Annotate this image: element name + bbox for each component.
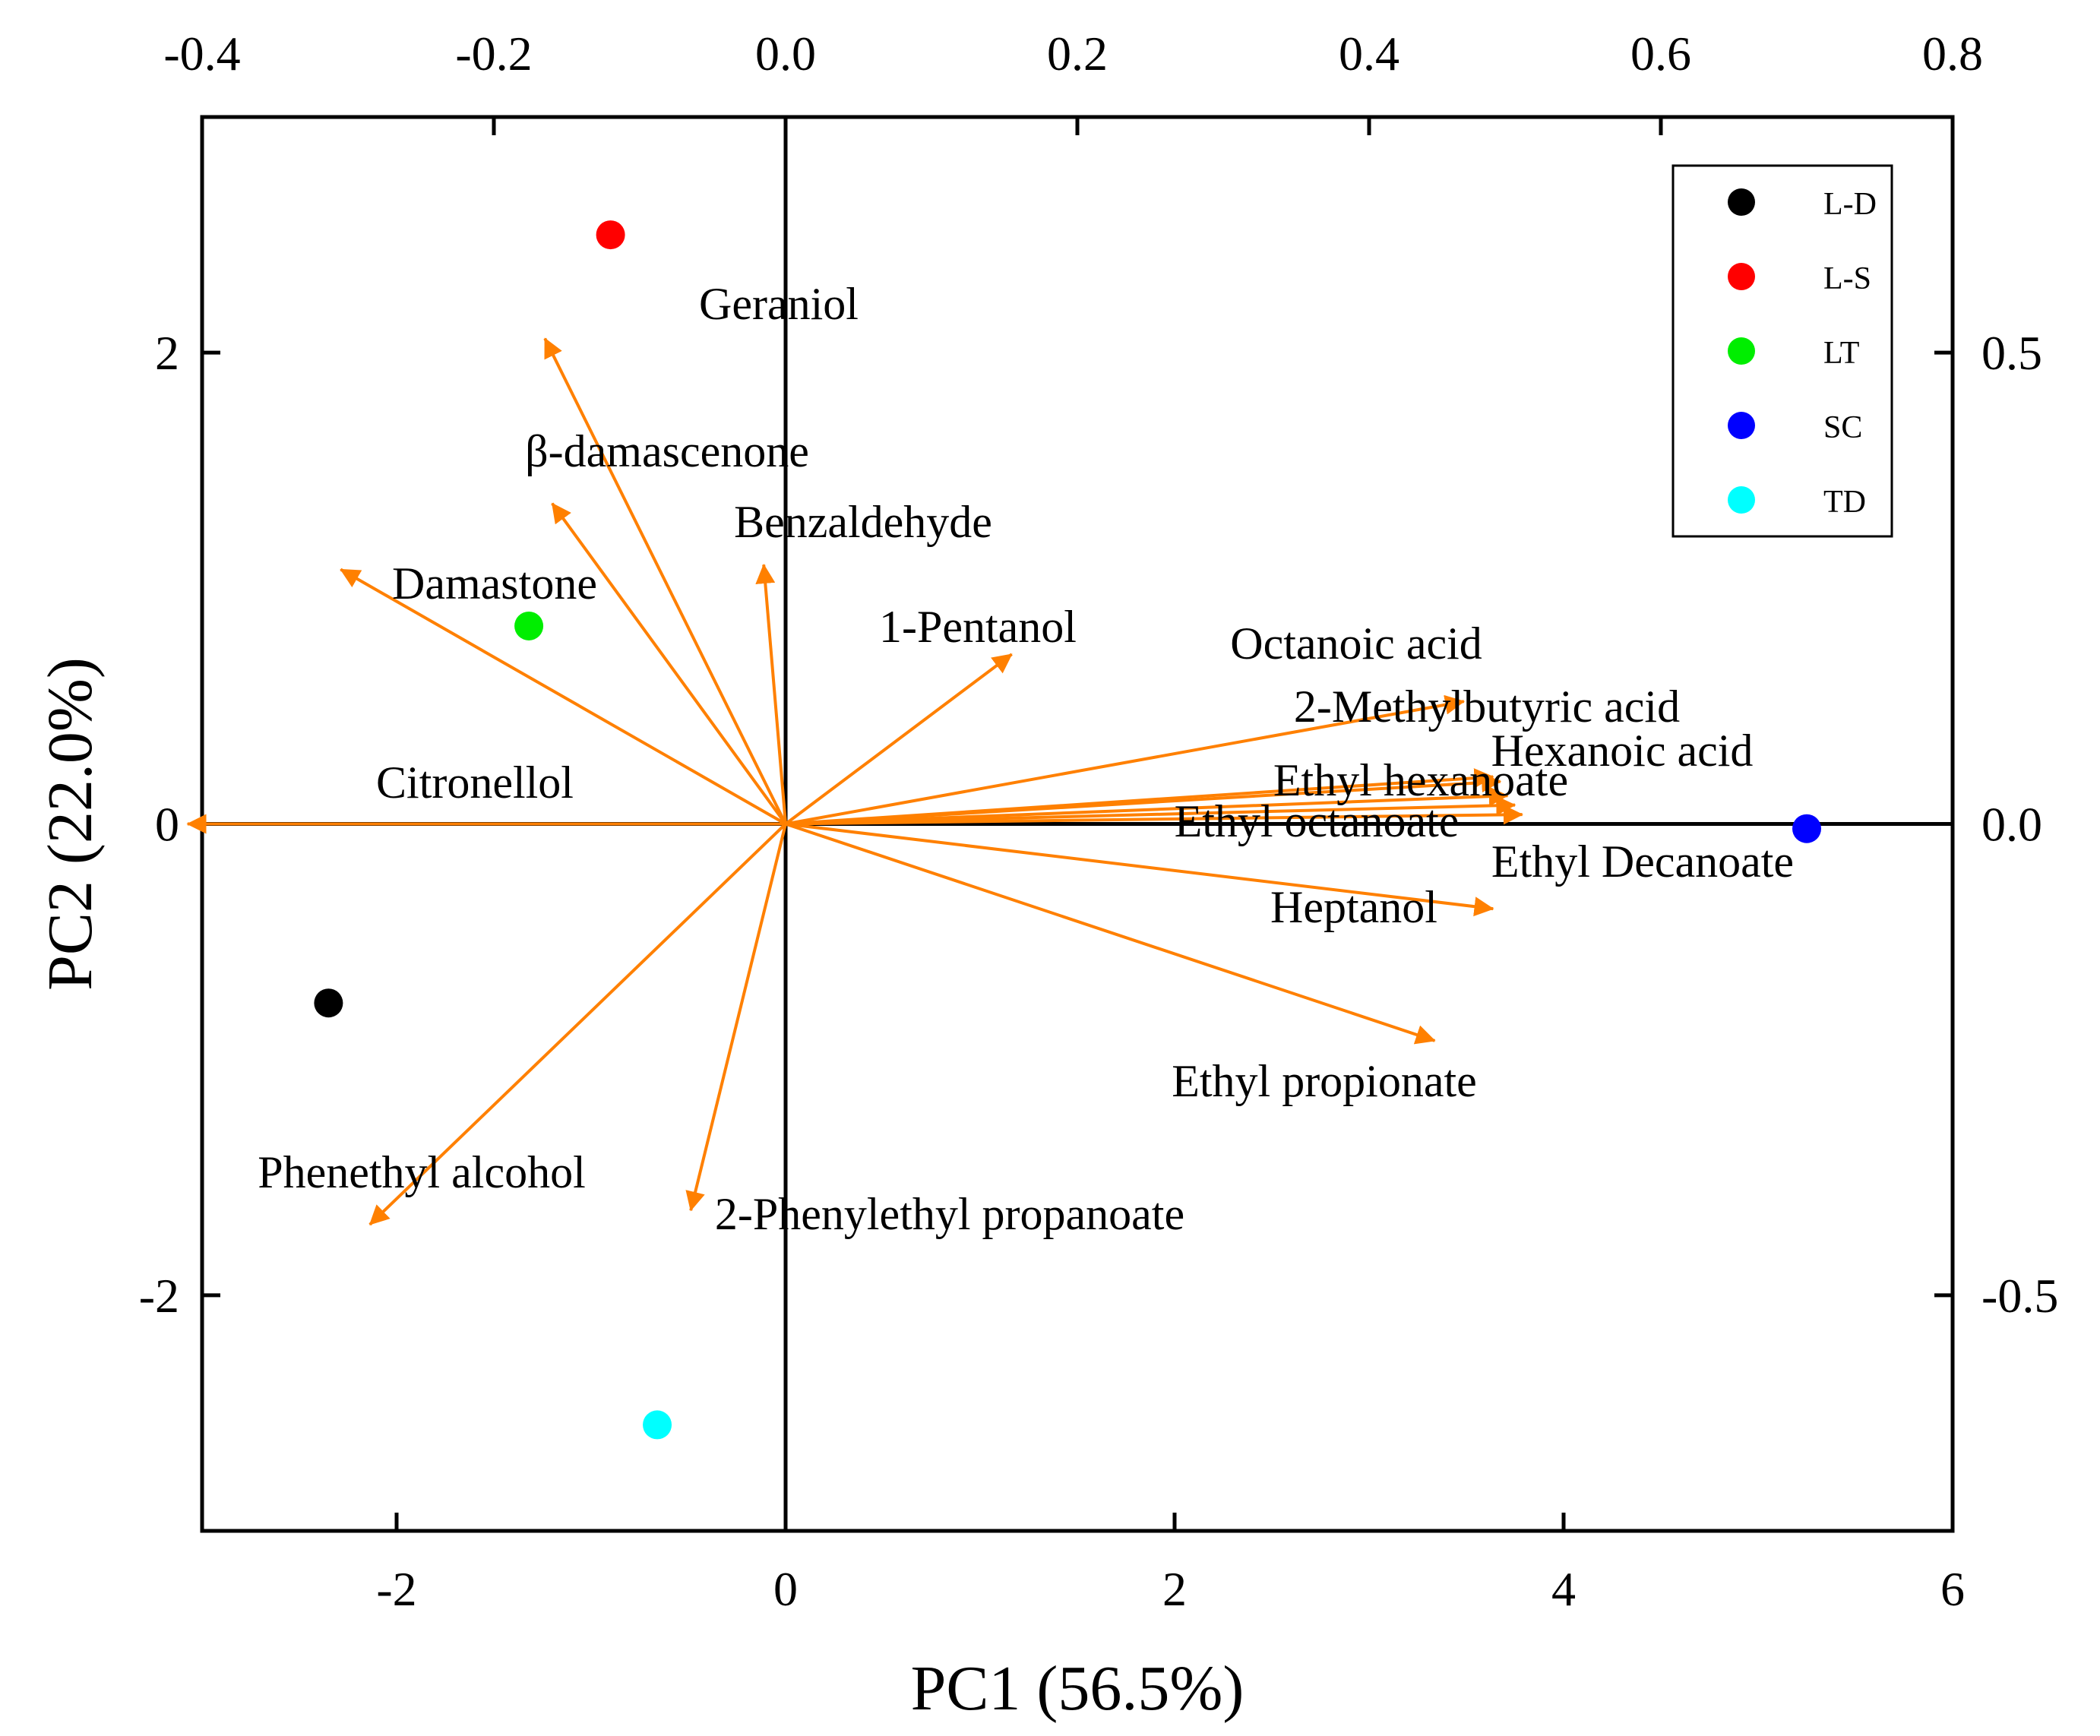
top-x-tick-label: 0.2 xyxy=(1047,27,1108,81)
loading-arrow xyxy=(551,502,787,825)
loading-label: β-damascenone xyxy=(525,426,809,476)
loading-arrow xyxy=(340,568,786,826)
score-points xyxy=(314,220,1821,1440)
top-x-tick-label: 0.0 xyxy=(755,27,816,81)
top-x-tick-label: 0.6 xyxy=(1630,27,1691,81)
loading-label: Ethyl hexanoate xyxy=(1273,755,1568,805)
legend-marker xyxy=(1728,412,1755,439)
legend-label: TD xyxy=(1823,485,1866,520)
loading-label: Ethyl propionate xyxy=(1172,1056,1477,1106)
x-tick-label: 6 xyxy=(1940,1562,1965,1616)
x-tick-label: 0 xyxy=(773,1562,798,1616)
loading-label: 1-Pentanol xyxy=(879,602,1077,652)
loading-label: Ethyl Decanoate xyxy=(1491,836,1794,887)
loading-arrow xyxy=(784,653,1013,826)
loading-label: 2-Methylbutyric acid xyxy=(1294,681,1680,732)
loading-arrow xyxy=(785,822,1494,917)
legend-marker xyxy=(1728,486,1755,514)
legend-label: L-S xyxy=(1823,261,1871,296)
x-tick-label: 4 xyxy=(1551,1562,1576,1616)
loading-label: Citronellol xyxy=(376,757,574,808)
loading-label: Phenethyl alcohol xyxy=(258,1147,586,1197)
loading-label: Ethyl octanoate xyxy=(1175,796,1460,846)
loading-labels: Geraniol β-damascenone Benzaldehyde Damasto… xyxy=(258,279,1794,1239)
legend-label: L-D xyxy=(1823,187,1877,222)
loading-arrow xyxy=(785,795,1516,826)
loading-arrow xyxy=(543,337,787,825)
score-point xyxy=(1792,814,1821,843)
x-tick-label: -2 xyxy=(376,1562,416,1616)
top-x-tick-label: -0.4 xyxy=(163,27,240,81)
legend-box xyxy=(1671,164,1893,538)
loading-arrow xyxy=(785,773,1502,826)
top-x-tick-label: 0.4 xyxy=(1339,27,1399,81)
legend: L-D L-S LT SC TD xyxy=(1671,164,1893,538)
y-tick-label: 0 xyxy=(155,798,179,852)
x-axis-title: PC1 (56.5%) xyxy=(911,1653,1245,1724)
legend-label: SC xyxy=(1823,410,1862,445)
y-tick-label: 2 xyxy=(155,326,179,380)
loading-arrow xyxy=(785,694,1466,826)
loading-label: Benzaldehyde xyxy=(734,497,992,547)
ticks: -2 0 2 4 6 -2 0 2 -0.4 -0.2 0.0 0.2 0.4 0.6 0.8 -0.5 0.0… xyxy=(139,27,2059,1616)
score-point xyxy=(596,220,625,250)
loading-arrow xyxy=(685,824,787,1212)
loading-label: Hexanoic acid xyxy=(1491,726,1754,776)
y-tick-label: -2 xyxy=(139,1269,179,1323)
legend-marker xyxy=(1728,263,1755,290)
loading-label: Geraniol xyxy=(699,279,859,329)
loading-label: Octanoic acid xyxy=(1230,618,1482,669)
loading-arrow xyxy=(755,564,787,824)
loading-arrow xyxy=(368,823,787,1226)
loading-label: Damastone xyxy=(392,558,597,609)
x-tick-label: 2 xyxy=(1162,1562,1187,1616)
legend-marker xyxy=(1728,188,1755,216)
score-point xyxy=(643,1410,672,1440)
y-axis-title: PC2 (22.0%) xyxy=(35,657,106,991)
legend-label: LT xyxy=(1823,336,1859,371)
loading-arrow xyxy=(785,786,1509,826)
top-x-tick-label: 0.8 xyxy=(1922,27,1983,81)
right-y-tick-label: 0.0 xyxy=(1981,798,2042,852)
score-point xyxy=(514,611,544,640)
legend-marker xyxy=(1728,337,1755,365)
right-y-tick-label: -0.5 xyxy=(1981,1269,2058,1323)
loading-label: 2-Phenylethyl propanoate xyxy=(715,1189,1184,1239)
loading-arrow xyxy=(785,822,1436,1045)
score-point xyxy=(314,988,343,1018)
loading-label: Heptanol xyxy=(1270,882,1437,932)
right-y-tick-label: 0.5 xyxy=(1981,326,2042,380)
loading-arrows xyxy=(186,337,1523,1226)
top-x-tick-label: -0.2 xyxy=(455,27,532,81)
loading-arrow xyxy=(785,805,1523,826)
